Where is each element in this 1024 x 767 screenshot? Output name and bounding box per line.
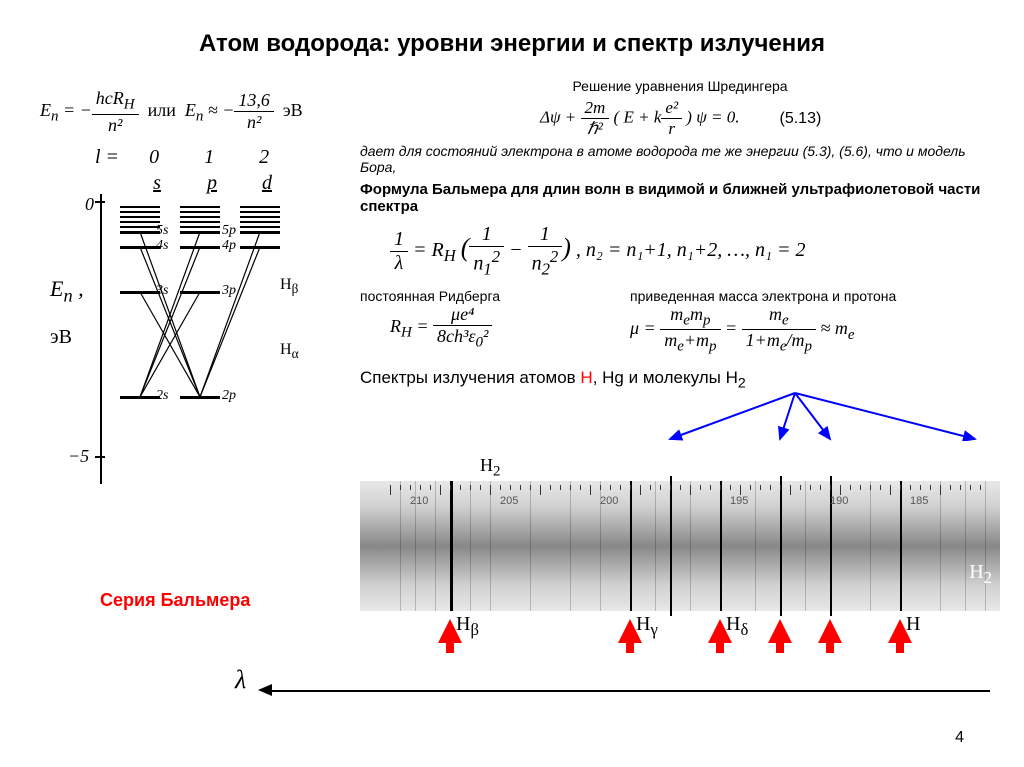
energy-equation: En = −hcRHn² или En ≈ −13,6n² эВ [40, 88, 350, 136]
blue-arrows-overlay [360, 391, 1000, 441]
lambda-axis [270, 690, 990, 692]
lambda-label: λ [235, 665, 246, 695]
schrodinger-title: Решение уравнения Шредингера [360, 78, 1000, 94]
series-label: Серия Бальмера [100, 590, 250, 611]
slide-title: Атом водорода: уровни энергии и спектр и… [40, 30, 984, 58]
balmer-formula: 1λ = RH (1n12 − 1n22) , n₂ = n₁+1, n₁+2,… [390, 223, 1000, 280]
eq-ref: (5.13) [780, 110, 822, 128]
schrodinger-eq: Δψ + 2mℏ² ( E + ke²r ) ψ = 0. [540, 98, 740, 139]
spectra-caption: Спектры излучения атомов H, Hg и молекул… [360, 368, 1000, 391]
mu-eq: μ = mempme+mp = me1+me/mp ≈ me [630, 304, 1000, 356]
page-number: 4 [955, 729, 964, 747]
spectrum-image: 210205200195190185 HβHγHδH H2 H2 [360, 451, 1000, 651]
energy-level-diagram: l = 0 1 2 s p d 0 −5 En [40, 146, 320, 506]
rydberg-eq: RH = μe⁴8ch³ε0² [390, 304, 600, 352]
mu-label: приведенная масса электрона и протона [630, 288, 1000, 304]
rydberg-label: постоянная Ридберга [360, 288, 600, 304]
transitions-overlay [40, 146, 320, 506]
balmer-intro: Формула Бальмера для длин волн в видимой… [360, 181, 1000, 215]
gives-text: дает для состояний электрона в атоме вод… [360, 143, 1000, 175]
lambda-arrowhead [258, 684, 272, 696]
